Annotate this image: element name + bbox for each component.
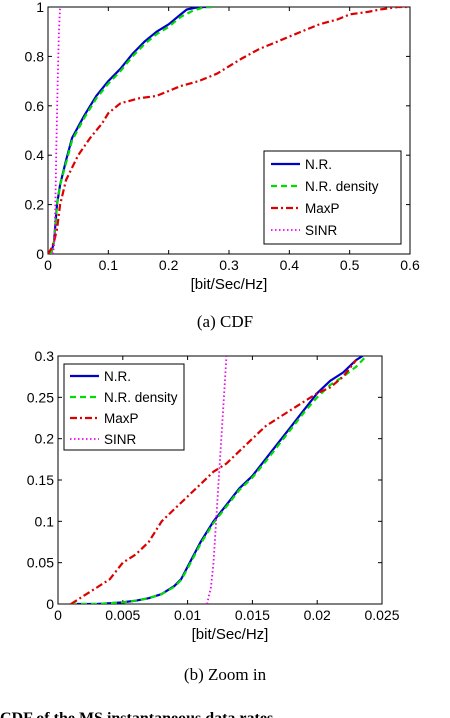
series-line-maxp: [70, 359, 357, 604]
legend-label-sinr: SINR: [305, 223, 338, 238]
legend-box: [263, 150, 402, 245]
legend-label-nr: N.R.: [305, 157, 332, 172]
x-tick-label: 0.5: [340, 257, 360, 273]
x-tick-label: 0.01: [174, 607, 201, 623]
series-line-n-r-density: [49, 7, 217, 254]
legend-label-nr-density: N.R. density: [104, 390, 178, 405]
series-line-maxp: [48, 7, 410, 254]
x-tick-label: 0.025: [364, 607, 399, 623]
x-tick-label: 0.005: [105, 607, 140, 623]
x-tick-label: 0: [54, 607, 62, 623]
series-line-n-r-density: [71, 356, 368, 604]
x-tick-label: 0.1: [99, 257, 119, 273]
legend: N.R. N.R. density MaxP SINR: [263, 150, 402, 245]
chart-cdf: 0 0.1 0.2 0.3 0.4 0.5 0.6 0 0.2 0.4 0.6 0.8 1 [bit/S…: [25, 0, 420, 293]
y-tick-label: 0.05: [27, 555, 54, 571]
y-tick-label: 0.1: [35, 513, 55, 529]
y-tick-label: 0.15: [27, 472, 54, 488]
legend-label-nr: N.R.: [104, 369, 131, 384]
y-tick-label: 0.2: [35, 431, 55, 447]
y-tick-label: 0.2: [25, 197, 45, 213]
x-axis-label: [bit/Sec/Hz]: [191, 276, 268, 293]
legend-label-maxp: MaxP: [104, 411, 139, 426]
legend-label-maxp: MaxP: [305, 201, 340, 216]
y-tick-label: 0.25: [27, 389, 54, 405]
legend-box: [63, 363, 185, 451]
chart-zoom: 0 0.005 0.01 0.015 0.02 0.025 0 0.05 0.1 0.15 0.2 0…: [27, 348, 400, 643]
x-axis-label: [bit/Sec/Hz]: [192, 626, 269, 643]
series-line-n-r: [49, 7, 211, 254]
bottom-text-fragment: CDF of the MS instantaneous data rates: [0, 710, 273, 718]
y-tick-label: 0.8: [25, 48, 45, 64]
legend-label-nr-density: N.R. density: [305, 179, 379, 194]
x-tick-label: 0.2: [159, 257, 179, 273]
series-line-sinr: [206, 356, 228, 604]
legend: N.R. N.R. density MaxP SINR: [63, 363, 185, 451]
x-tick-label: 0.015: [235, 607, 270, 623]
x-tick-label: 0: [44, 257, 52, 273]
y-tick-label: 0.4: [25, 147, 45, 163]
x-tick-label: 0.02: [304, 607, 331, 623]
y-tick-label: 0.3: [35, 348, 55, 364]
y-tick-label: 0: [36, 246, 44, 262]
x-tick-label: 0.4: [280, 257, 300, 273]
x-tick-label: 0.6: [400, 257, 420, 273]
y-tick-label: 0: [46, 596, 54, 612]
caption-b: (b) Zoom in: [184, 665, 267, 684]
y-tick-label: 1: [36, 0, 44, 15]
y-tick-label: 0.6: [25, 98, 45, 114]
caption-a: (a) CDF: [197, 312, 253, 331]
x-tick-label: 0.3: [219, 257, 239, 273]
legend-label-sinr: SINR: [104, 432, 137, 447]
